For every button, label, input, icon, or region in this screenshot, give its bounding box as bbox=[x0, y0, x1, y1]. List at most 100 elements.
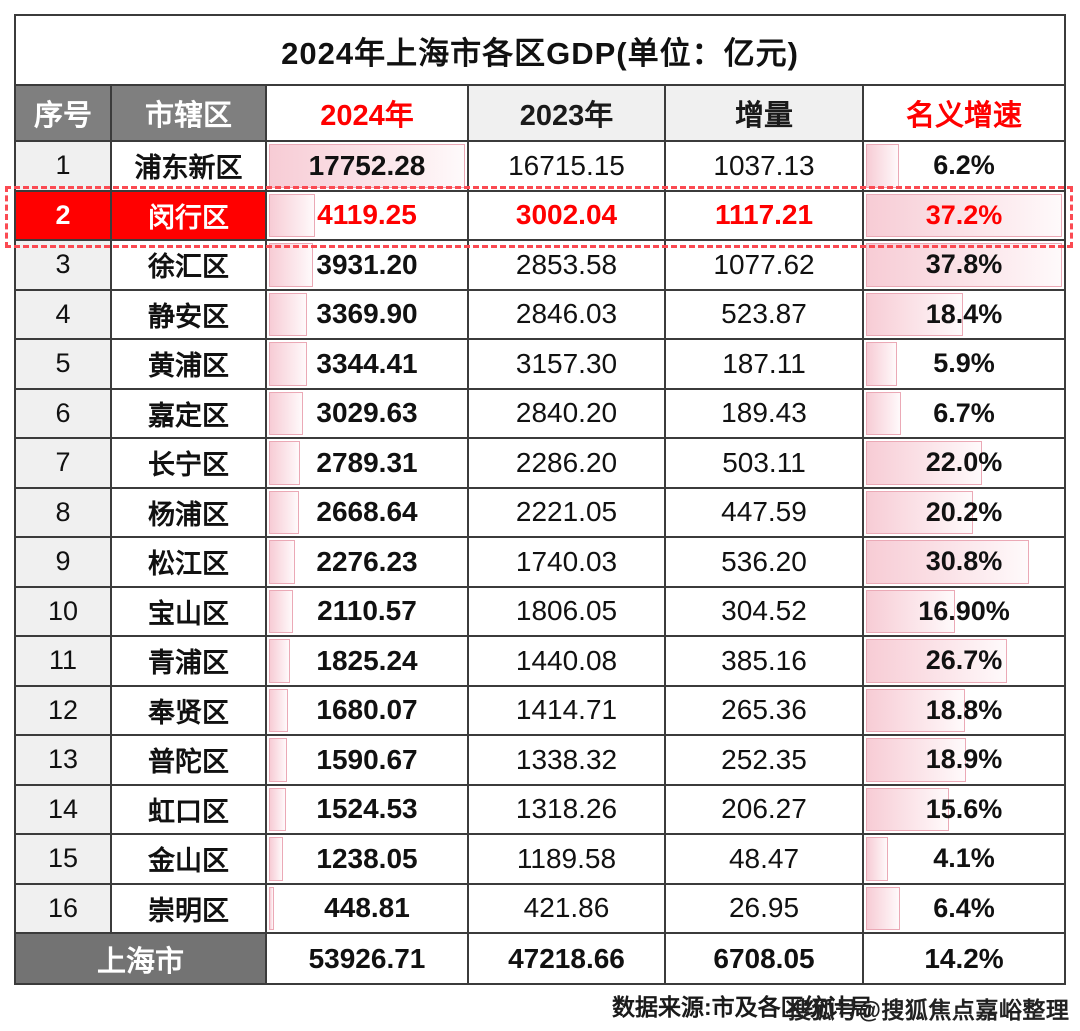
cell-delta: 447.59 bbox=[664, 486, 864, 538]
cell-gdp-2023: 1740.03 bbox=[467, 536, 666, 588]
cell-gdp-2023: 1318.26 bbox=[467, 783, 666, 835]
cell-rank: 3 bbox=[14, 239, 112, 291]
cell-gdp-2024: 3029.63 bbox=[265, 387, 469, 439]
cell-gdp-2024: 1680.07 bbox=[265, 684, 469, 736]
gdp-databar bbox=[269, 639, 290, 683]
cell-gdp-2023: 1440.08 bbox=[467, 635, 666, 687]
header-rank: 序号 bbox=[14, 84, 112, 142]
cell-district: 宝山区 bbox=[110, 585, 267, 637]
cell-rank: 5 bbox=[14, 338, 112, 390]
header-delta: 增量 bbox=[664, 84, 864, 142]
cell-delta: 252.35 bbox=[664, 734, 864, 786]
gdp-databar bbox=[269, 193, 316, 237]
header-row: 序号 市辖区 2024年 2023年 增量 名义增速 bbox=[14, 84, 1067, 142]
cell-gdp-2024: 3344.41 bbox=[265, 338, 469, 390]
header-gdp-2024: 2024年 bbox=[265, 84, 469, 142]
total-gdp-2024: 53926.71 bbox=[265, 932, 469, 985]
cell-gdp-2024: 3931.20 bbox=[265, 239, 469, 291]
cell-growth: 22.0% bbox=[861, 437, 1067, 489]
cell-district: 黄浦区 bbox=[110, 338, 267, 390]
cell-district: 普陀区 bbox=[110, 734, 267, 786]
growth-databar bbox=[866, 193, 1063, 237]
cell-rank: 2 bbox=[14, 189, 112, 241]
table-row: 3 徐汇区 3931.20 2853.58 1077.62 37.8% bbox=[14, 239, 1067, 291]
cell-rank: 9 bbox=[14, 536, 112, 588]
growth-databar bbox=[866, 342, 898, 386]
cell-rank: 16 bbox=[14, 882, 112, 934]
cell-rank: 8 bbox=[14, 486, 112, 538]
gdp-databar bbox=[269, 886, 274, 930]
cell-delta: 187.11 bbox=[664, 338, 864, 390]
gdp-databar bbox=[269, 292, 307, 336]
cell-delta: 26.95 bbox=[664, 882, 864, 934]
table-row: 14 虹口区 1524.53 1318.26 206.27 15.6% bbox=[14, 783, 1067, 835]
gdp-databar bbox=[269, 540, 295, 584]
cell-gdp-2023: 1189.58 bbox=[467, 833, 666, 885]
gdp-databar bbox=[269, 589, 293, 633]
cell-gdp-2024: 448.81 bbox=[265, 882, 469, 934]
cell-gdp-2024: 1590.67 bbox=[265, 734, 469, 786]
table-row: 1 浦东新区 17752.28 16715.15 1037.13 6.2% bbox=[14, 140, 1067, 192]
cell-rank: 12 bbox=[14, 684, 112, 736]
gdp-databar bbox=[269, 837, 283, 881]
cell-growth: 6.4% bbox=[861, 882, 1067, 934]
cell-gdp-2023: 1338.32 bbox=[467, 734, 666, 786]
gdp-databar bbox=[269, 391, 304, 435]
cell-growth: 15.6% bbox=[861, 783, 1067, 835]
cell-growth: 37.2% bbox=[861, 189, 1067, 241]
gdp-databar bbox=[269, 688, 288, 732]
table-row: 7 长宁区 2789.31 2286.20 503.11 22.0% bbox=[14, 437, 1067, 489]
cell-district: 金山区 bbox=[110, 833, 267, 885]
cell-delta: 1037.13 bbox=[664, 140, 864, 192]
cell-growth: 26.7% bbox=[861, 635, 1067, 687]
cell-delta: 304.52 bbox=[664, 585, 864, 637]
cell-gdp-2023: 16715.15 bbox=[467, 140, 666, 192]
cell-district: 虹口区 bbox=[110, 783, 267, 835]
gdp-databar bbox=[269, 342, 307, 386]
gdp-databar bbox=[269, 738, 287, 782]
total-gdp-2023: 47218.66 bbox=[467, 932, 666, 985]
cell-rank: 15 bbox=[14, 833, 112, 885]
cell-gdp-2023: 1806.05 bbox=[467, 585, 666, 637]
table-row: 16 崇明区 448.81 421.86 26.95 6.4% bbox=[14, 882, 1067, 934]
cell-rank: 1 bbox=[14, 140, 112, 192]
cell-growth: 18.8% bbox=[861, 684, 1067, 736]
cell-delta: 523.87 bbox=[664, 288, 864, 340]
cell-gdp-2024: 2789.31 bbox=[265, 437, 469, 489]
cell-gdp-2023: 3002.04 bbox=[467, 189, 666, 241]
table-row: 11 青浦区 1825.24 1440.08 385.16 26.7% bbox=[14, 635, 1067, 687]
cell-delta: 48.47 bbox=[664, 833, 864, 885]
growth-databar bbox=[866, 243, 1063, 287]
growth-databar bbox=[866, 886, 900, 930]
cell-rank: 6 bbox=[14, 387, 112, 439]
total-label: 上海市 bbox=[14, 932, 267, 985]
cell-delta: 189.43 bbox=[664, 387, 864, 439]
header-growth-rate: 名义增速 bbox=[861, 84, 1067, 142]
growth-databar bbox=[866, 738, 967, 782]
growth-databar bbox=[866, 441, 983, 485]
cell-delta: 503.11 bbox=[664, 437, 864, 489]
cell-district: 浦东新区 bbox=[110, 140, 267, 192]
growth-databar bbox=[866, 540, 1030, 584]
cell-delta: 536.20 bbox=[664, 536, 864, 588]
gdp-databar bbox=[269, 243, 314, 287]
table-row: 12 奉贤区 1680.07 1414.71 265.36 18.8% bbox=[14, 684, 1067, 736]
cell-gdp-2024: 2110.57 bbox=[265, 585, 469, 637]
table-row: 6 嘉定区 3029.63 2840.20 189.43 6.7% bbox=[14, 387, 1067, 439]
cell-gdp-2024: 1524.53 bbox=[265, 783, 469, 835]
gdp-table: 2024年上海市各区GDP(单位：亿元) 序号 市辖区 2024年 2023年 … bbox=[5, 14, 1073, 985]
cell-gdp-2023: 1414.71 bbox=[467, 684, 666, 736]
cell-gdp-2024: 1238.05 bbox=[265, 833, 469, 885]
cell-rank: 11 bbox=[14, 635, 112, 687]
cell-district: 长宁区 bbox=[110, 437, 267, 489]
table-row: 9 松江区 2276.23 1740.03 536.20 30.8% bbox=[14, 536, 1067, 588]
growth-databar bbox=[866, 837, 888, 881]
title-row: 2024年上海市各区GDP(单位：亿元) bbox=[13, 14, 1067, 86]
cell-gdp-2024: 1825.24 bbox=[265, 635, 469, 687]
page-title: 2024年上海市各区GDP(单位：亿元) bbox=[13, 14, 1067, 86]
cell-district: 崇明区 bbox=[110, 882, 267, 934]
growth-databar bbox=[866, 292, 964, 336]
cell-growth: 18.9% bbox=[861, 734, 1067, 786]
cell-gdp-2024: 17752.28 bbox=[265, 140, 469, 192]
